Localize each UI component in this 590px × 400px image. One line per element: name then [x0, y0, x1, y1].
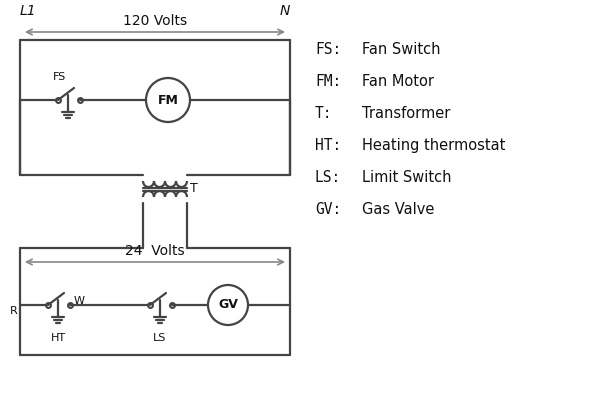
Text: LS: LS: [153, 333, 167, 343]
Text: Transformer: Transformer: [362, 106, 450, 121]
Text: HT: HT: [50, 333, 65, 343]
Text: FM: FM: [158, 94, 178, 106]
Text: Gas Valve: Gas Valve: [362, 202, 434, 217]
Text: 120 Volts: 120 Volts: [123, 14, 187, 28]
Text: 24  Volts: 24 Volts: [125, 244, 185, 258]
Text: GV:: GV:: [315, 202, 341, 217]
Text: LS:: LS:: [315, 170, 341, 185]
Text: GV: GV: [218, 298, 238, 312]
Text: L1: L1: [20, 4, 37, 18]
Text: Heating thermostat: Heating thermostat: [362, 138, 506, 153]
Text: HT:: HT:: [315, 138, 341, 153]
Text: T:: T:: [315, 106, 333, 121]
Text: FS:: FS:: [315, 42, 341, 57]
Text: FM:: FM:: [315, 74, 341, 89]
Text: FS: FS: [53, 72, 67, 82]
Text: R: R: [10, 306, 18, 316]
Text: T: T: [190, 182, 198, 196]
Text: W: W: [74, 296, 85, 306]
Text: Fan Motor: Fan Motor: [362, 74, 434, 89]
Text: Fan Switch: Fan Switch: [362, 42, 441, 57]
Text: N: N: [280, 4, 290, 18]
Text: Limit Switch: Limit Switch: [362, 170, 451, 185]
